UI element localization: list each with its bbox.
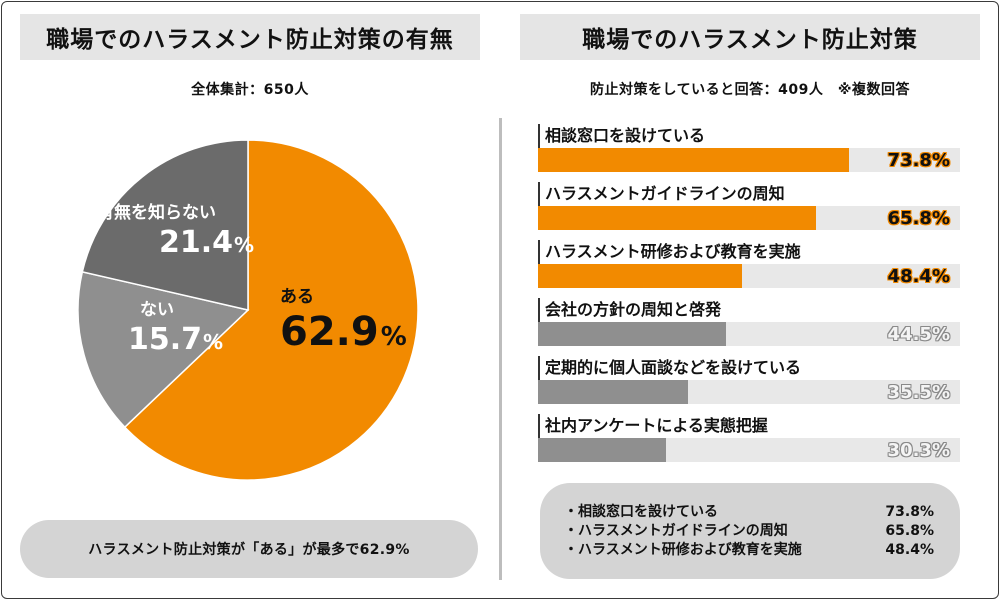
pie-slice-label-unknown: 有無を知らない 21.4% <box>97 203 255 260</box>
bar-chart-subtitle: 防止対策をしていると回答：409人 ※複数回答 <box>590 82 910 98</box>
bar-track <box>538 148 960 172</box>
bar-label: 社内アンケートによる実態把握 <box>538 414 768 438</box>
bar-value-label: 48.4% <box>887 266 950 287</box>
bar <box>538 380 688 404</box>
bar-track <box>538 206 960 230</box>
summary-row-value: 48.4% <box>885 541 934 558</box>
bar-label: 会社の方針の周知と啓発 <box>538 298 721 322</box>
bar-value-label: 73.8% <box>887 150 950 171</box>
bar-track <box>538 322 960 346</box>
bar-value-label: 44.5% <box>887 324 950 345</box>
bar <box>538 438 666 462</box>
pie-summary-callout: ハラスメント防止対策が「ある」が最多で62.9% <box>20 520 478 578</box>
summary-row-value: 73.8% <box>885 503 934 520</box>
pie-slice-label-no: ない 15.7% <box>128 300 224 357</box>
bar-value-label: 35.5% <box>887 382 950 403</box>
pie-slice-yes <box>123 139 419 481</box>
bar-label: 定期的に個人面談などを設けている <box>538 356 801 380</box>
summary-row-value: 65.8% <box>885 522 934 539</box>
bar-label: ハラスメント研修および教育を実施 <box>538 240 801 264</box>
bar-track <box>538 438 960 462</box>
bar <box>538 206 816 230</box>
bar-value-label: 30.3% <box>887 440 950 461</box>
bar <box>538 148 850 172</box>
bar <box>538 322 726 346</box>
bar <box>538 264 743 288</box>
bar-label: ハラスメントガイドラインの周知 <box>538 182 785 206</box>
pie-chart-title: 職場でのハラスメント防止対策の有無 <box>20 14 480 60</box>
summary-row-label: ・ハラスメント研修および教育を実施 <box>564 541 802 558</box>
pie-chart-subtitle: 全体集計：650人 <box>191 82 309 98</box>
bar-track <box>538 380 960 404</box>
bar-track <box>538 264 960 288</box>
pie-slice-no <box>77 270 250 429</box>
summary-row-label: ・ハラスメントガイドラインの周知 <box>564 522 788 539</box>
summary-row: ・相談窓口を設けている 73.8% <box>540 503 960 522</box>
summary-row: ・ハラスメントガイドラインの周知 65.8% <box>540 522 960 541</box>
panel-divider <box>499 118 502 580</box>
pie-slice-label-yes: ある 62.9% <box>280 287 407 355</box>
bar-summary-callout: ・相談窓口を設けている 73.8% ・ハラスメントガイドラインの周知 65.8%… <box>540 483 960 579</box>
bar-chart-title: 職場でのハラスメント防止対策 <box>520 14 980 60</box>
summary-row-label: ・相談窓口を設けている <box>564 503 718 520</box>
bar-label: 相談窓口を設けている <box>538 124 705 148</box>
summary-row: ・ハラスメント研修および教育を実施 48.4% <box>540 541 960 560</box>
bar-value-label: 65.8% <box>887 208 950 229</box>
pie-slice-unknown <box>81 139 249 311</box>
pie-chart <box>77 139 419 481</box>
